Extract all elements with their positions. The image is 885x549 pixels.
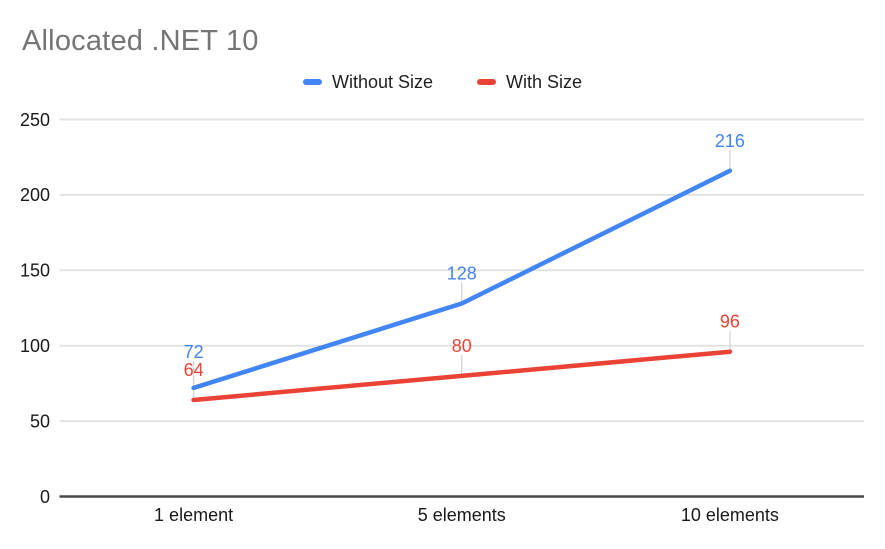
series-line-with-size[interactable] — [191, 349, 733, 403]
legend-marker-with-size-icon — [477, 79, 496, 85]
y-tick-label: 100 — [20, 336, 50, 356]
data-label: 96 — [720, 312, 740, 332]
y-tick-label: 150 — [20, 261, 50, 281]
legend-label-with-size: With Size — [506, 71, 583, 92]
y-tick-label: 50 — [30, 411, 50, 431]
chart-legend: Without Size With Size — [0, 70, 885, 94]
legend-label-without-size: Without Size — [331, 71, 433, 92]
x-tick-label: 5 elements — [418, 505, 506, 525]
y-tick-label: 0 — [40, 487, 50, 507]
x-tick-label: 1 element — [154, 505, 233, 525]
data-label: 216 — [715, 131, 745, 151]
data-label: 80 — [452, 336, 472, 356]
chart-title: Allocated .NET 10 — [22, 25, 259, 57]
legend-marker-without-size-icon — [302, 79, 322, 85]
x-tick-label: 10 elements — [681, 505, 779, 525]
series-line-without-size[interactable] — [191, 168, 733, 391]
legend-item-with-size[interactable]: With Size — [477, 72, 582, 93]
y-tick-label: 250 — [20, 110, 50, 130]
y-tick-label: 200 — [20, 185, 50, 205]
data-label: 64 — [184, 360, 204, 380]
legend-item-without-size[interactable]: Without Size — [302, 71, 433, 93]
data-label: 72 — [184, 342, 204, 362]
data-label: 128 — [447, 263, 477, 283]
